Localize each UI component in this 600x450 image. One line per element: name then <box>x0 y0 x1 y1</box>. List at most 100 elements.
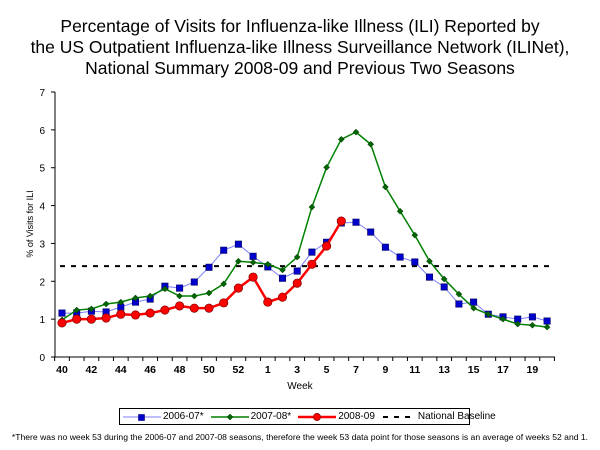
series-layer <box>57 128 551 331</box>
y-tick-label: 7 <box>39 88 45 99</box>
x-tick-label: 9 <box>382 364 388 376</box>
legend-marker-diamond-icon <box>210 413 249 420</box>
chart-title: Percentage of Visits for Influenza-like … <box>0 16 600 79</box>
data-point-diamond <box>220 280 228 288</box>
chart-title-line-1: Percentage of Visits for Influenza-like … <box>60 16 540 36</box>
data-point-square <box>470 298 478 306</box>
y-tick-label: 0 <box>39 353 45 364</box>
x-tick-label: 52 <box>233 364 245 376</box>
data-point-diamond <box>411 231 419 239</box>
data-point-diamond <box>499 315 507 323</box>
x-axis-label: Week <box>287 381 313 392</box>
data-point-square <box>352 218 360 226</box>
legend-label: 2008-09 <box>338 411 375 422</box>
data-point-square <box>308 248 316 256</box>
legend-label: 2007-08* <box>250 411 292 422</box>
data-point-diamond <box>73 306 81 314</box>
data-point-diamond <box>249 259 257 266</box>
footnote: *There was no week 53 during the 2006-07… <box>11 432 589 442</box>
data-point-circle <box>145 308 155 318</box>
data-point-diamond <box>323 163 330 171</box>
data-point-diamond <box>396 207 404 215</box>
data-point-circle <box>72 314 82 324</box>
data-point-circle <box>57 318 67 328</box>
data-point-diamond <box>102 300 110 308</box>
data-point-square <box>381 243 389 251</box>
data-point-square <box>455 300 463 308</box>
data-point-circle <box>277 292 288 302</box>
data-point-circle <box>130 310 141 320</box>
data-point-circle <box>248 272 258 282</box>
data-point-diamond <box>146 292 154 300</box>
data-point-diamond <box>382 183 389 191</box>
data-point-square <box>440 283 448 291</box>
data-point-square <box>425 273 433 281</box>
y-tick-label: 2 <box>39 277 45 288</box>
data-point-diamond <box>293 253 301 261</box>
data-point-square <box>205 263 213 271</box>
x-tick-label: 7 <box>353 364 359 376</box>
data-point-circle <box>336 216 346 226</box>
y-tick-label: 6 <box>39 126 45 137</box>
x-tick-label: 40 <box>56 364 68 376</box>
chart-title-line-3: National Summary 2008-09 and Previous Tw… <box>85 58 515 78</box>
x-tick-label: 50 <box>203 364 215 376</box>
x-tick-label: 5 <box>324 364 330 376</box>
y-tick-label: 1 <box>39 315 45 326</box>
data-point-diamond <box>426 257 433 265</box>
data-point-diamond <box>264 260 272 268</box>
data-point-circle <box>307 259 317 269</box>
data-point-square <box>278 274 286 282</box>
data-point-diamond <box>543 323 551 331</box>
x-tick-label: 3 <box>294 364 300 376</box>
data-point-circle <box>233 283 243 293</box>
data-point-diamond <box>308 203 316 211</box>
legend-marker-square-icon <box>123 413 161 421</box>
data-point-circle <box>189 303 199 313</box>
legend-item-2007-08: 2007-08* <box>210 411 292 422</box>
data-point-square <box>396 253 404 261</box>
y-tick-label: 4 <box>39 202 45 213</box>
data-point-circle <box>160 305 170 315</box>
chart-title-line-2: the US Outpatient Influenza-like Illness… <box>30 37 570 57</box>
data-point-diamond <box>529 321 536 329</box>
y-tick-label: 3 <box>39 239 45 250</box>
x-tick-label: 1 <box>265 364 271 376</box>
x-tick-label: 13 <box>438 364 450 376</box>
data-point-circle <box>204 303 214 313</box>
data-point-circle <box>219 298 229 308</box>
x-tick-label: 11 <box>409 364 420 376</box>
data-point-circle <box>292 278 302 288</box>
data-point-square <box>234 240 242 248</box>
data-point-diamond <box>161 285 169 293</box>
data-point-circle <box>116 309 126 319</box>
legend-marker-circle-icon <box>298 412 337 421</box>
x-tick-label: 17 <box>497 364 509 376</box>
data-point-diamond <box>190 292 198 300</box>
legend-label: 2006-07* <box>163 411 204 422</box>
data-point-square <box>411 258 419 266</box>
x-tick-label: 19 <box>527 364 539 376</box>
legend-dashed-line-icon <box>382 415 416 418</box>
data-point-square <box>58 309 66 317</box>
legend-item-national-baseline: National Baseline <box>382 411 496 422</box>
x-tick-label: 48 <box>174 364 186 376</box>
data-point-circle <box>86 314 96 324</box>
data-point-circle <box>263 297 273 307</box>
data-point-circle <box>101 313 111 323</box>
data-point-diamond <box>132 294 139 302</box>
legend-item-2006-07: 2006-07* <box>123 411 204 422</box>
data-point-diamond <box>337 135 345 143</box>
data-point-diamond <box>455 290 463 298</box>
x-tick-label: 44 <box>115 364 127 376</box>
data-point-diamond <box>117 298 125 306</box>
data-point-diamond <box>470 304 477 312</box>
data-point-square <box>293 267 301 275</box>
data-point-circle <box>322 241 332 251</box>
data-point-diamond <box>367 140 375 148</box>
data-point-square <box>176 284 184 292</box>
data-point-diamond <box>484 310 492 318</box>
data-point-diamond <box>176 292 183 300</box>
